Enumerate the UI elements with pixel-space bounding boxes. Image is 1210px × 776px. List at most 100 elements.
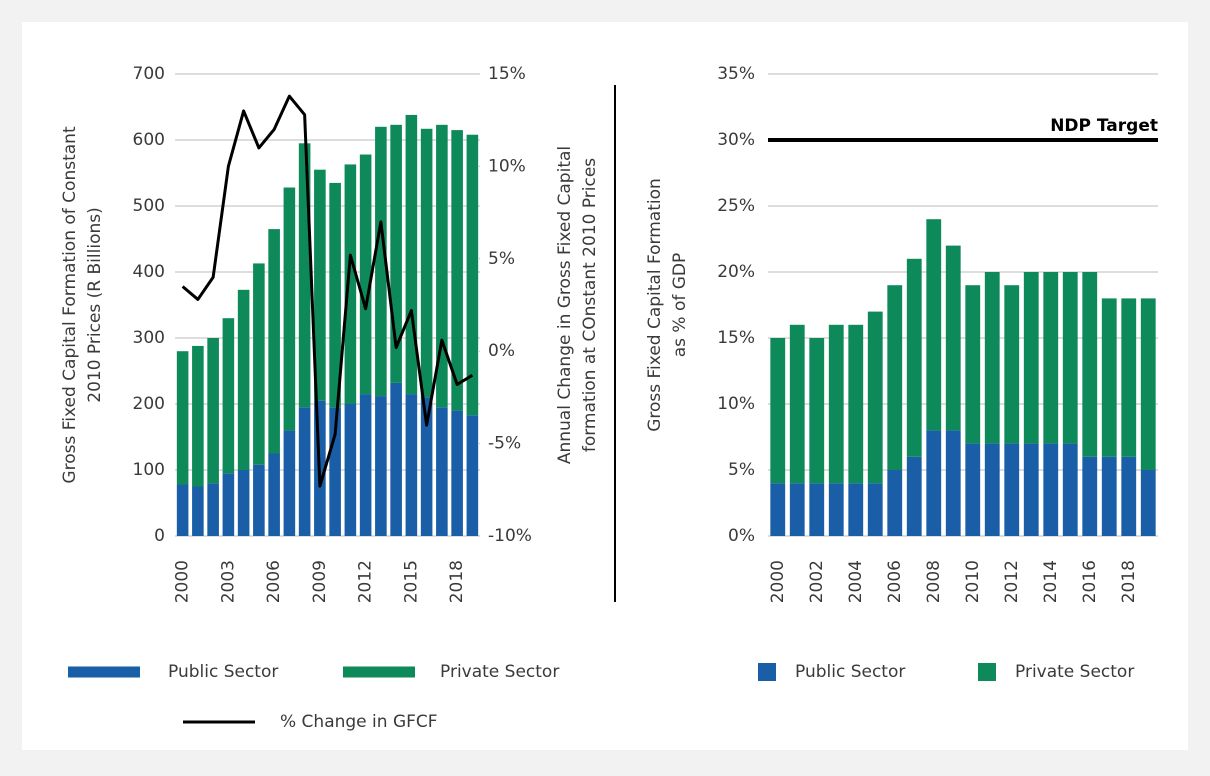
bar	[283, 430, 296, 536]
bar	[359, 394, 372, 536]
x-tick-label: 2003	[218, 560, 238, 603]
bar	[466, 415, 479, 536]
x-tick-label: 2009	[310, 560, 330, 603]
bar	[314, 169, 326, 401]
bar	[176, 484, 189, 536]
y-tick-label: 10%	[717, 394, 755, 414]
x-tick-label: 2016	[1080, 560, 1100, 603]
bar	[770, 483, 786, 536]
bar	[887, 285, 903, 470]
bar	[1004, 443, 1020, 536]
y-tick-label: 25%	[717, 196, 755, 216]
legend-label: Public Sector	[168, 662, 278, 682]
y-tick-label: 5%	[728, 460, 755, 480]
bar	[984, 443, 1000, 536]
bar	[867, 311, 883, 484]
y-tick-label: 0	[154, 526, 165, 546]
y2-tick-label: 15%	[488, 64, 526, 84]
legend-swatch	[758, 663, 776, 681]
bar	[207, 338, 219, 484]
bar	[451, 130, 463, 411]
bar	[192, 345, 204, 487]
bar	[1140, 298, 1156, 470]
x-tick-label: 2015	[401, 560, 421, 603]
bar	[344, 404, 357, 536]
x-tick-label: 2000	[173, 560, 193, 603]
target-label: NDP Target	[1050, 116, 1158, 136]
y-tick-label: 100	[133, 460, 165, 480]
bar	[945, 245, 961, 431]
bar	[1082, 272, 1098, 457]
bar	[1101, 298, 1117, 457]
x-tick-label: 2018	[1119, 560, 1139, 603]
bar	[451, 410, 463, 536]
y-tick-label: 600	[133, 130, 165, 150]
bar	[1023, 443, 1039, 536]
bar	[207, 483, 219, 536]
x-tick-label: 2000	[768, 560, 788, 603]
legend-label: Public Sector	[795, 662, 905, 682]
bar	[1101, 456, 1117, 536]
bar	[405, 394, 418, 536]
x-tick-label: 2008	[924, 560, 944, 603]
bar	[390, 382, 402, 536]
bar	[253, 263, 265, 465]
bar	[359, 154, 372, 395]
bar	[268, 453, 280, 536]
bar	[945, 430, 961, 536]
y2-tick-label: -10%	[488, 526, 532, 546]
y-tick-label: 200	[133, 394, 165, 414]
bar	[965, 285, 981, 444]
bar	[926, 219, 942, 431]
bar	[237, 289, 250, 470]
bar	[253, 464, 265, 536]
legend-swatch	[343, 666, 415, 678]
bar	[1023, 272, 1039, 444]
y-tick-label: 20%	[717, 262, 755, 282]
bar	[867, 483, 883, 536]
bar	[770, 338, 786, 484]
bar	[222, 318, 235, 474]
y-tick-label: 30%	[717, 130, 755, 150]
axis-label: formation at COnstant 2010 Prices	[580, 158, 600, 452]
bar	[329, 182, 341, 408]
bar	[789, 483, 805, 536]
bar	[466, 134, 479, 416]
y2-tick-label: 0%	[488, 341, 515, 361]
bar	[344, 164, 357, 404]
y-tick-label: 0%	[728, 526, 755, 546]
bar	[984, 272, 1000, 444]
bar	[809, 338, 825, 484]
bar	[329, 407, 341, 536]
legend-label: Private Sector	[440, 662, 559, 682]
y-tick-label: 35%	[717, 64, 755, 84]
line-series	[181, 94, 474, 488]
bar	[268, 229, 280, 454]
bar	[1062, 443, 1078, 536]
bar	[420, 128, 433, 398]
bar	[828, 483, 844, 536]
axis-label: as % of GDP	[670, 253, 690, 358]
bar	[906, 258, 922, 457]
legend-label: Private Sector	[1015, 662, 1134, 682]
x-tick-label: 2002	[807, 560, 827, 603]
bar	[828, 324, 844, 484]
bar	[1062, 272, 1078, 444]
bar	[222, 473, 235, 536]
bar	[887, 470, 903, 536]
x-tick-label: 2010	[963, 560, 983, 603]
legend-swatch	[978, 663, 996, 681]
bar	[237, 470, 250, 536]
bar	[848, 483, 864, 536]
bar	[1082, 456, 1098, 536]
bar	[906, 456, 922, 536]
bar	[436, 407, 448, 536]
axis-label: Gross Fixed Capital Formation	[645, 178, 665, 432]
bar	[436, 124, 448, 408]
bar	[390, 124, 402, 383]
x-tick-label: 2006	[885, 560, 905, 603]
y2-tick-label: 10%	[488, 156, 526, 176]
bar	[1043, 272, 1059, 444]
y-tick-label: 15%	[717, 328, 755, 348]
